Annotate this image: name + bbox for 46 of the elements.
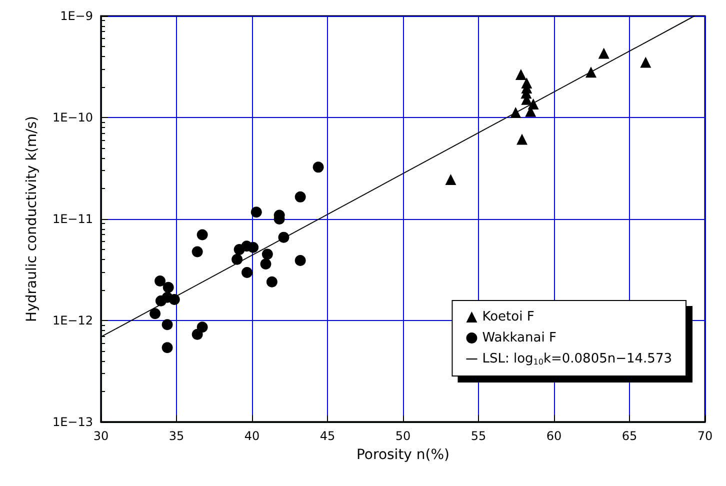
y-tick-label: 1E−11 xyxy=(52,212,93,226)
point xyxy=(196,229,208,240)
point xyxy=(196,322,208,333)
point xyxy=(278,232,290,243)
point xyxy=(168,294,180,306)
legend-label: Koetoi F xyxy=(482,310,534,324)
point xyxy=(162,282,174,293)
point xyxy=(162,319,173,330)
point xyxy=(232,254,243,265)
x-tick-label: 35 xyxy=(168,429,184,443)
point xyxy=(294,191,306,202)
point xyxy=(294,255,306,266)
x-tick-label: 65 xyxy=(622,429,638,443)
y-axis-title: Hydraulic conductivity k(m/s) xyxy=(24,116,40,322)
point xyxy=(192,246,203,258)
y-tick-label: 1E−12 xyxy=(52,314,93,328)
point xyxy=(250,206,262,218)
y-tick-label: 1E−10 xyxy=(52,110,93,124)
point xyxy=(162,342,173,354)
x-axis-title: Porosity n(%) xyxy=(356,447,450,463)
point xyxy=(510,107,522,118)
legend-label: Wakkanai F xyxy=(482,330,556,346)
x-tick-label: 50 xyxy=(395,429,411,443)
point xyxy=(445,174,456,185)
point xyxy=(242,267,253,278)
point xyxy=(248,242,259,253)
point xyxy=(262,248,273,260)
point xyxy=(516,134,528,145)
point xyxy=(598,48,610,59)
x-tick-label: 60 xyxy=(546,429,562,443)
point xyxy=(312,162,324,173)
x-tick-label: 55 xyxy=(470,429,486,443)
point xyxy=(266,276,278,288)
point xyxy=(150,308,161,320)
point xyxy=(260,258,272,270)
point xyxy=(585,66,596,78)
point xyxy=(154,276,166,286)
y-tick-label: 1E−13 xyxy=(52,415,93,429)
legend-label: LSL: log10k=0.0805n−14.573 xyxy=(482,352,672,366)
x-tick-label: 40 xyxy=(244,429,260,443)
point xyxy=(640,56,652,68)
y-tick-label: 1E−9 xyxy=(60,9,93,23)
x-tick-label: 70 xyxy=(697,429,713,443)
x-tick-label: 45 xyxy=(320,429,336,443)
x-tick-label: 30 xyxy=(93,429,109,443)
point xyxy=(515,69,526,80)
